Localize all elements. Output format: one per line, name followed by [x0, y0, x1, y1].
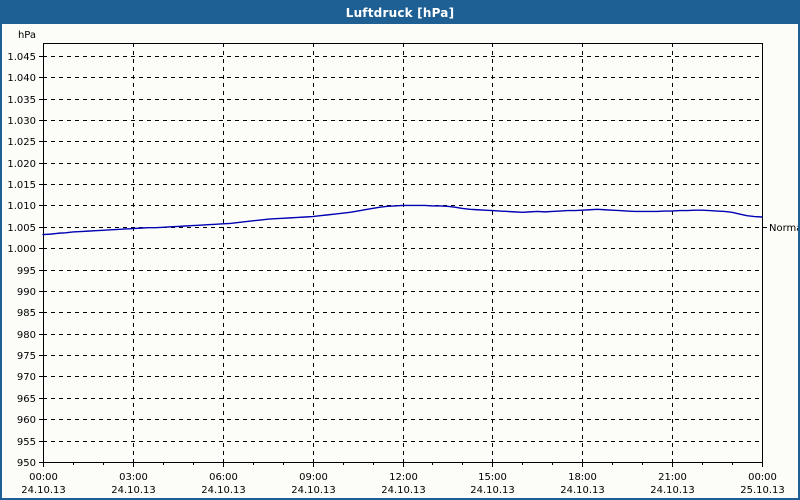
y-tick-label: 970: [17, 372, 36, 383]
y-tick-label: 990: [17, 287, 36, 298]
x-tick-label-time: 03:00: [119, 472, 148, 483]
x-tick-label-date: 24.10.13: [111, 485, 156, 496]
y-tick-label: 985: [17, 308, 36, 319]
y-tick-label: 1.030: [7, 116, 36, 127]
y-tick-label: 1.000: [7, 244, 36, 255]
x-tick-label-time: 21:00: [658, 472, 687, 483]
y-tick-label: 975: [17, 351, 36, 362]
x-tick-label-time: 00:00: [29, 472, 58, 483]
series-layer: [42, 204, 763, 236]
x-tick-label-date: 24.10.13: [291, 485, 336, 496]
series-line-luftdruck: [42, 204, 763, 236]
y-tick-label: 995: [17, 266, 36, 277]
x-tick-label-date: 24.10.13: [470, 485, 515, 496]
x-tick-label-time: 00:00: [748, 472, 777, 483]
x-tick-label-date: 24.10.13: [21, 485, 66, 496]
page-title: Luftdruck [hPa]: [345, 6, 455, 20]
x-tick-label-time: 18:00: [568, 472, 597, 483]
x-tick-label-date: 24.10.13: [560, 485, 605, 496]
x-axis-ticks: 00:00 24.10.13 03:00 24.10.13 06:00 24.10.13 0…: [21, 462, 785, 496]
y-tick-label: 980: [17, 330, 36, 341]
plot-frame: [43, 43, 763, 463]
pressure-line-chart: 950 955 960 965 970 975 980 985 990 995 1.000 1.005…: [7, 30, 798, 496]
window-title-bar: Luftdruck [hPa]: [2, 2, 798, 24]
y-tick-label: 960: [17, 415, 36, 426]
x-tick-label-time: 06:00: [209, 472, 238, 483]
x-tick-label-date: 25.10.13: [740, 485, 785, 496]
y-tick-label: 950: [17, 458, 36, 469]
y-tick-label: 1.005: [7, 223, 36, 234]
y-tick-label: 1.035: [7, 95, 36, 106]
x-tick-label-date: 24.10.13: [201, 485, 246, 496]
axis-frame: [43, 43, 763, 463]
x-tick-label-time: 15:00: [478, 472, 507, 483]
annotation-layer: Normal: [762, 223, 798, 234]
annotation-label-normal: Normal: [769, 223, 798, 234]
y-tick-label: 1.010: [7, 201, 36, 212]
y-tick-label: 1.040: [7, 73, 36, 84]
x-tick-label-time: 09:00: [299, 472, 328, 483]
y-tick-label: 1.045: [7, 52, 36, 63]
grid-lines: [43, 43, 762, 462]
y-tick-label: 955: [17, 437, 36, 448]
y-tick-label: 1.025: [7, 137, 36, 148]
y-tick-label: 1.015: [7, 180, 36, 191]
x-tick-label-time: 12:00: [389, 472, 418, 483]
y-tick-label: 965: [17, 394, 36, 405]
x-tick-label-date: 24.10.13: [650, 485, 695, 496]
y-axis-unit-label: hPa: [18, 30, 36, 41]
y-axis-ticks: 950 955 960 965 970 975 980 985 990 995 1.000 1.005…: [7, 52, 43, 469]
x-tick-label-date: 24.10.13: [381, 485, 426, 496]
chart-canvas: 950 955 960 965 970 975 980 985 990 995 1.000 1.005…: [2, 24, 798, 498]
y-tick-label: 1.020: [7, 159, 36, 170]
